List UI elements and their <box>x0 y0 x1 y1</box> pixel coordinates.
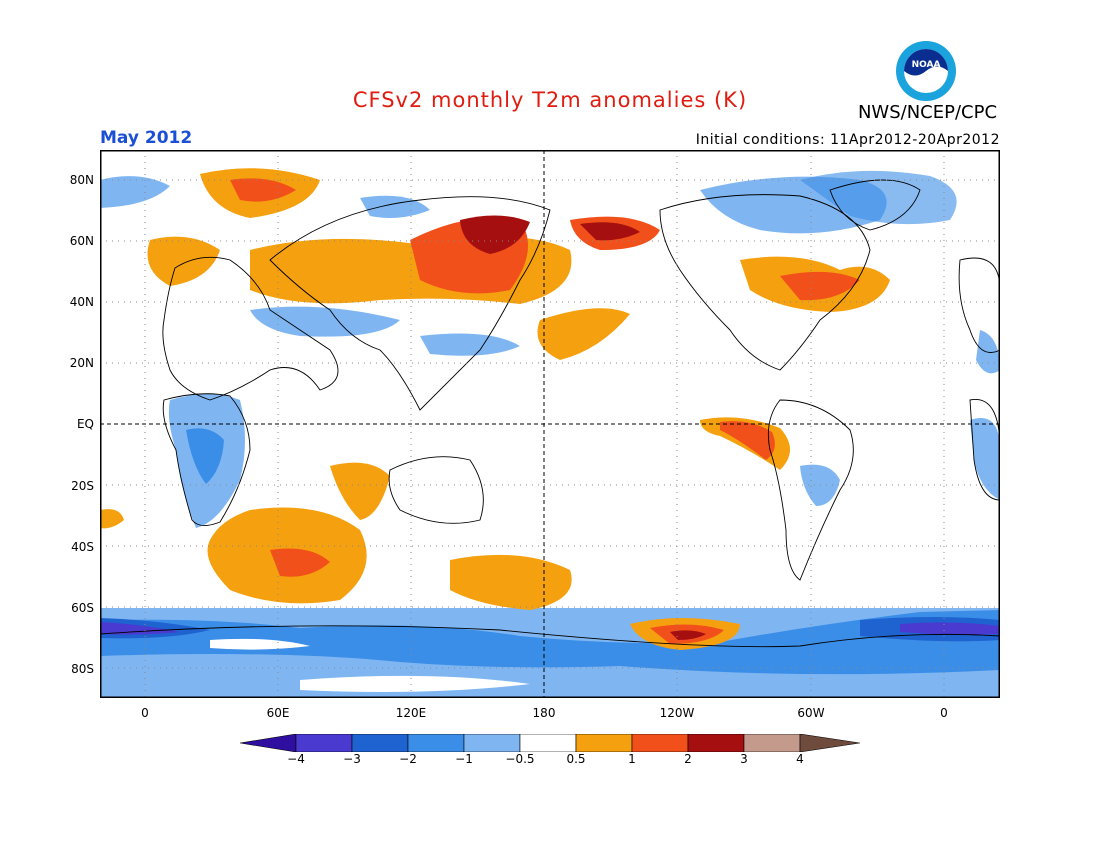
colorbar-label: 0.5 <box>566 752 586 766</box>
colorbar <box>240 734 860 752</box>
colorbar-bin <box>463 734 521 752</box>
colorbar-bin <box>575 734 633 752</box>
colorbar-bin <box>687 734 745 752</box>
lon-label: 120W <box>659 706 695 720</box>
colorbar-label: −1 <box>455 752 473 766</box>
colorbar-label: 1 <box>628 752 636 766</box>
colorbar-bin <box>240 734 297 752</box>
colorbar-bin <box>295 734 353 752</box>
lat-label: 40S <box>71 540 94 554</box>
coastlines <box>100 179 1000 648</box>
forecast-month: May 2012 <box>100 128 193 148</box>
lon-label: 60W <box>797 706 825 720</box>
southern-cold-anomalies <box>100 608 1000 698</box>
lat-label: 40N <box>69 295 94 309</box>
colorbar-label: −4 <box>287 752 305 766</box>
map-frame <box>100 150 1000 698</box>
lon-label: 180 <box>532 706 556 720</box>
lat-label: 80N <box>69 173 94 187</box>
initial-conditions: Initial conditions: 11Apr2012-20Apr2012 <box>695 132 1000 148</box>
colorbar-bin <box>743 734 801 752</box>
anomaly-map <box>100 150 1000 698</box>
lon-label: 120E <box>395 706 427 720</box>
colorbar-label: −0.5 <box>505 752 535 766</box>
lon-label: 0 <box>141 706 149 720</box>
noaa-logo-icon: NOAA <box>896 41 956 101</box>
colorbar-label: 4 <box>796 752 804 766</box>
africa-cold-anomaly <box>168 394 1000 528</box>
colorbar-label: 3 <box>740 752 748 766</box>
colorbar-bin <box>631 734 689 752</box>
lat-label: 60S <box>71 601 94 615</box>
chart-title: CFSv2 monthly T2m anomalies (K) <box>352 88 748 112</box>
logo-text: NOAA <box>912 60 941 70</box>
colorbar-bin <box>519 734 577 752</box>
lat-label: EQ <box>76 417 94 431</box>
lat-label: 20S <box>71 479 94 493</box>
graticule <box>100 150 1000 698</box>
warm-anomalies <box>100 168 890 650</box>
lat-label: 80S <box>71 662 94 676</box>
colorbar-label: −3 <box>343 752 361 766</box>
colorbar-label: −2 <box>399 752 417 766</box>
agency-label: NWS/NCEP/CPC <box>857 102 998 123</box>
colorbar-bin <box>799 734 860 752</box>
lat-label: 20N <box>69 356 94 370</box>
colorbar-bin <box>351 734 409 752</box>
lon-label: 0 <box>940 706 948 720</box>
equator-dateline <box>100 150 1000 698</box>
lon-label: 60E <box>266 706 290 720</box>
colorbar-label: 2 <box>684 752 692 766</box>
northern-cold-anomalies <box>100 170 1000 374</box>
colorbar-bin <box>407 734 465 752</box>
lat-label: 60N <box>69 234 94 248</box>
